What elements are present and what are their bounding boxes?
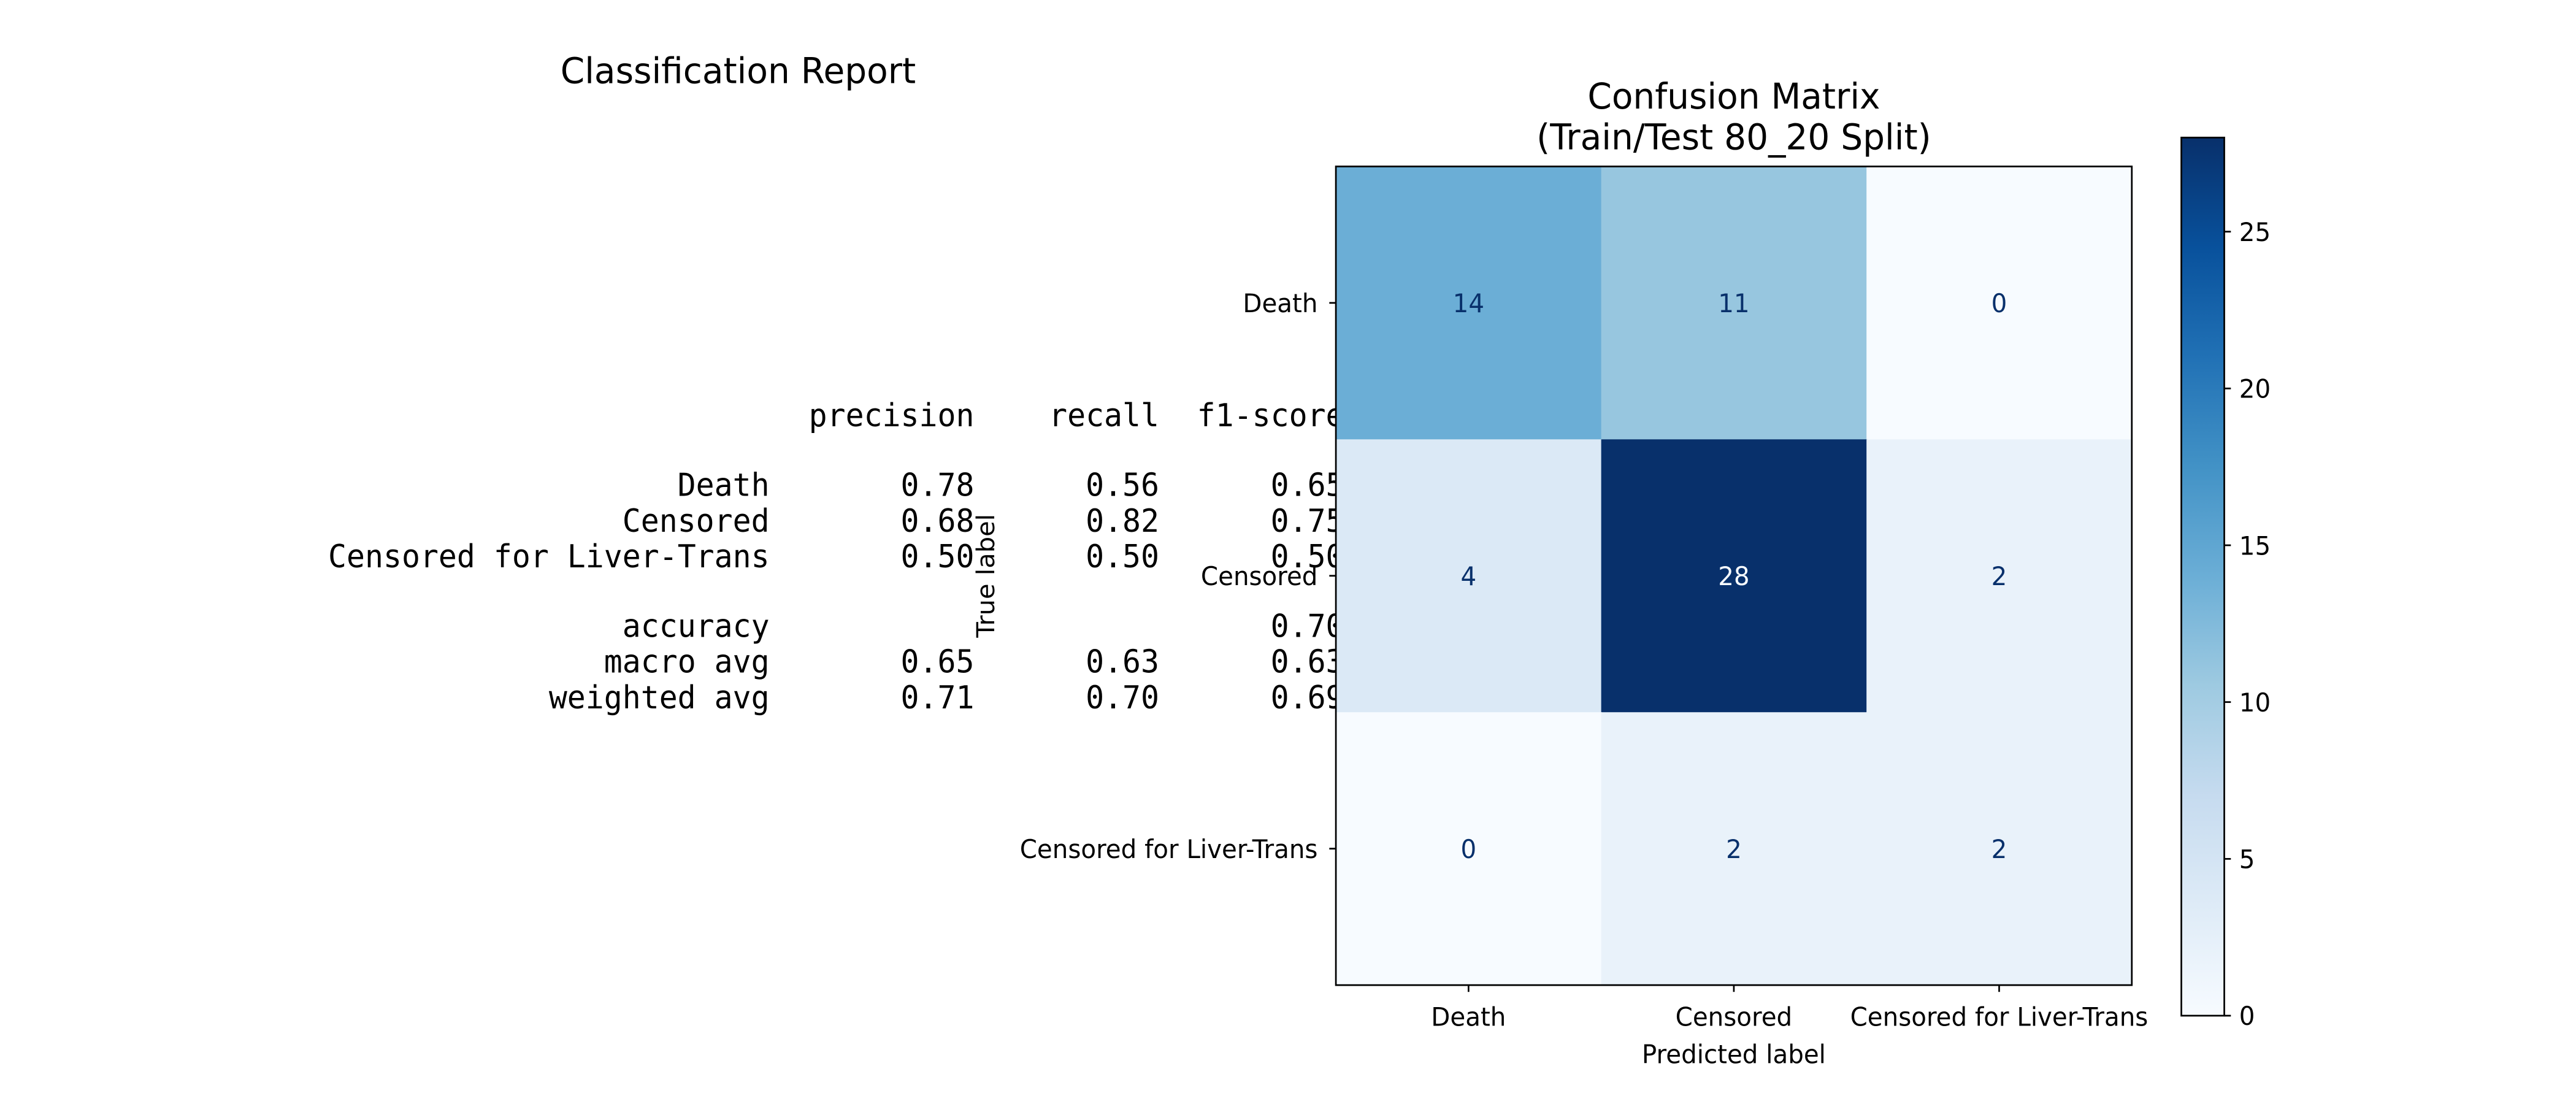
cell-value: 2: [1991, 834, 2007, 864]
colorbar-tick-label: 25: [2239, 217, 2271, 247]
colorbar-tick-label: 20: [2239, 374, 2271, 404]
colorbar-ticks: 0 5 10 15 20 25: [2224, 217, 2271, 1032]
heatmap-cell: [1601, 712, 1868, 986]
report-cell: 0.82: [1086, 502, 1159, 539]
heatmap-cell: [1336, 166, 1602, 440]
report-cell: 0.69: [1271, 679, 1344, 716]
colorbar-gradient: [2180, 136, 2225, 1017]
report-row-label: Censored: [623, 502, 770, 539]
x-tick-labels: Death Censored Censored for Liver-Trans: [1431, 985, 2148, 1032]
report-header: precision recall f1-score: [809, 397, 1344, 434]
colorbar-tick-label: 10: [2239, 688, 2271, 718]
report-row-label: weighted avg: [549, 679, 770, 716]
cell-value: 0: [1461, 834, 1477, 864]
y-tick-labels: Death Censored Censored for Liver-Trans: [1020, 289, 1336, 864]
report-cell: 0.65: [901, 643, 975, 680]
report-cell: 0.70: [1086, 679, 1159, 716]
heatmap-cells: 14 11 0 4 28 2 0 2 2: [1336, 166, 2133, 986]
cell-value: 2: [1991, 561, 2007, 591]
report-cell: 0.71: [901, 679, 975, 716]
report-cell: 0.75: [1271, 502, 1344, 539]
report-cell: 0.68: [901, 502, 975, 539]
report-title: Classification Report: [561, 50, 916, 92]
cell-value: 4: [1461, 561, 1477, 591]
report-header-recall: recall: [1049, 397, 1159, 434]
cell-value: 2: [1726, 834, 1742, 864]
y-tick-label: Censored for Liver-Trans: [1020, 834, 1318, 864]
report-cell: 0.63: [1271, 643, 1344, 680]
report-cell: 0.78: [901, 467, 975, 504]
report-rows: Death 0.78 0.56 0.65 Censored 0.68 0.82 0.75 Cen…: [328, 467, 1344, 716]
cell-value: 0: [1991, 289, 2007, 319]
heatmap-cell: [1866, 712, 2133, 986]
y-tick-label: Death: [1243, 289, 1317, 319]
chart-title: Confusion Matrix(Train/Test 80_20 Split): [1536, 75, 1931, 158]
report-cell: 0.50: [1271, 538, 1344, 575]
colorbar-tick-label: 15: [2239, 531, 2271, 561]
report-row-label: Death: [678, 467, 770, 504]
x-tick-label: Censored: [1676, 1002, 1793, 1032]
confusion-matrix: Confusion Matrix(Train/Test 80_20 Split)…: [971, 75, 2148, 1069]
y-axis-label: True label: [971, 514, 1000, 638]
x-tick-label: Death: [1431, 1002, 1506, 1032]
heatmap-cell: [1336, 712, 1602, 986]
heatmap-cell: [1336, 439, 1602, 713]
report-cell: 0.63: [1086, 643, 1159, 680]
report-cell: 0.65: [1271, 467, 1344, 504]
report-header-precision: precision: [809, 397, 975, 434]
x-tick-label: Censored for Liver-Trans: [1850, 1002, 2149, 1032]
cell-value: 28: [1718, 561, 1749, 591]
chart-title-line: Confusion Matrix: [1587, 75, 1880, 117]
heatmap-cell: [1601, 166, 1868, 440]
heatmap-cell: [1866, 439, 2133, 713]
report-row-label: accuracy: [623, 608, 770, 645]
classification-report: Classification Report precision recall f1-…: [328, 50, 1344, 716]
report-cell: 0.70: [1271, 608, 1344, 645]
x-axis-label: Predicted label: [1642, 1040, 1826, 1070]
report-header-f1-score: f1-score: [1197, 397, 1344, 434]
colorbar: 0 5 10 15 20 25: [2180, 136, 2271, 1032]
report-row-label: macro avg: [604, 643, 770, 680]
heatmap-cell: [1601, 439, 1868, 713]
report-cell: 0.56: [1086, 467, 1159, 504]
cell-value: 14: [1453, 289, 1484, 319]
colorbar-tick-label: 5: [2239, 845, 2255, 875]
report-cell: 0.50: [1086, 538, 1159, 575]
colorbar-tick-label: 0: [2239, 1002, 2255, 1032]
report-row-label: Censored for Liver-Trans: [328, 538, 770, 575]
heatmap-cell: [1866, 166, 2133, 440]
report-cell: 0.50: [901, 538, 975, 575]
cell-value: 11: [1718, 289, 1749, 319]
chart-title-line: (Train/Test 80_20 Split): [1536, 117, 1931, 158]
y-tick-label: Censored: [1201, 561, 1318, 591]
